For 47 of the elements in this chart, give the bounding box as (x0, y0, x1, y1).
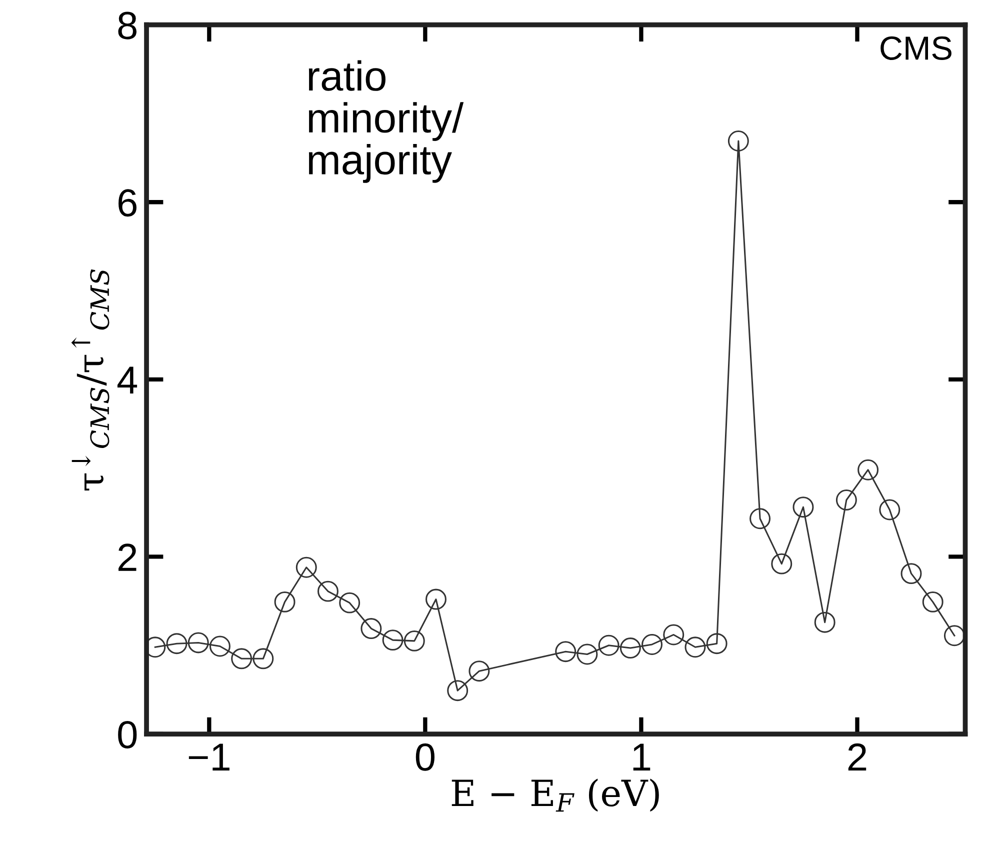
y-tick-label: 0 (118, 720, 137, 748)
y-axis-title: τ$^{↓}$$_{CMS}$/τ$^{↑}$$_{CMS}$ (71, 269, 110, 490)
x-axis-title: E − E$_{F}$ (eV) (452, 778, 659, 812)
point (858, 459, 879, 480)
point (642, 634, 662, 655)
point (879, 499, 900, 520)
y-tick-label: 4 (117, 366, 138, 394)
point (663, 624, 684, 646)
point (468, 660, 490, 682)
y-tick-label: 8 (118, 12, 136, 40)
point (792, 496, 814, 518)
point (209, 636, 230, 657)
point (252, 648, 274, 670)
annotation: CMS (880, 36, 952, 60)
point (231, 648, 252, 670)
point (382, 630, 404, 651)
point (426, 588, 446, 610)
point (836, 490, 857, 510)
point (296, 556, 317, 578)
point (900, 563, 922, 584)
point (922, 591, 944, 612)
point (728, 130, 749, 152)
point (576, 644, 598, 665)
point (598, 634, 620, 656)
point (750, 508, 771, 530)
point (555, 641, 576, 662)
y-tick-label: 6 (118, 189, 136, 217)
x-tick-label: 1 (633, 744, 650, 771)
point (360, 618, 382, 640)
point (771, 553, 792, 574)
point (339, 592, 360, 614)
x-tick-label: 0 (416, 743, 434, 771)
point (274, 591, 296, 612)
y-tick-label: 2 (118, 544, 136, 571)
point (814, 612, 836, 633)
x-tick-label: 2 (848, 743, 866, 771)
x-tick-label: −1 (188, 744, 230, 771)
point (944, 625, 965, 646)
point (684, 636, 706, 658)
point (166, 633, 188, 654)
point (317, 580, 338, 602)
annotation: ratio minority/ majority (308, 60, 464, 183)
point (188, 632, 209, 654)
point (620, 638, 641, 659)
point (447, 680, 468, 702)
point (706, 633, 728, 654)
point (404, 630, 425, 652)
